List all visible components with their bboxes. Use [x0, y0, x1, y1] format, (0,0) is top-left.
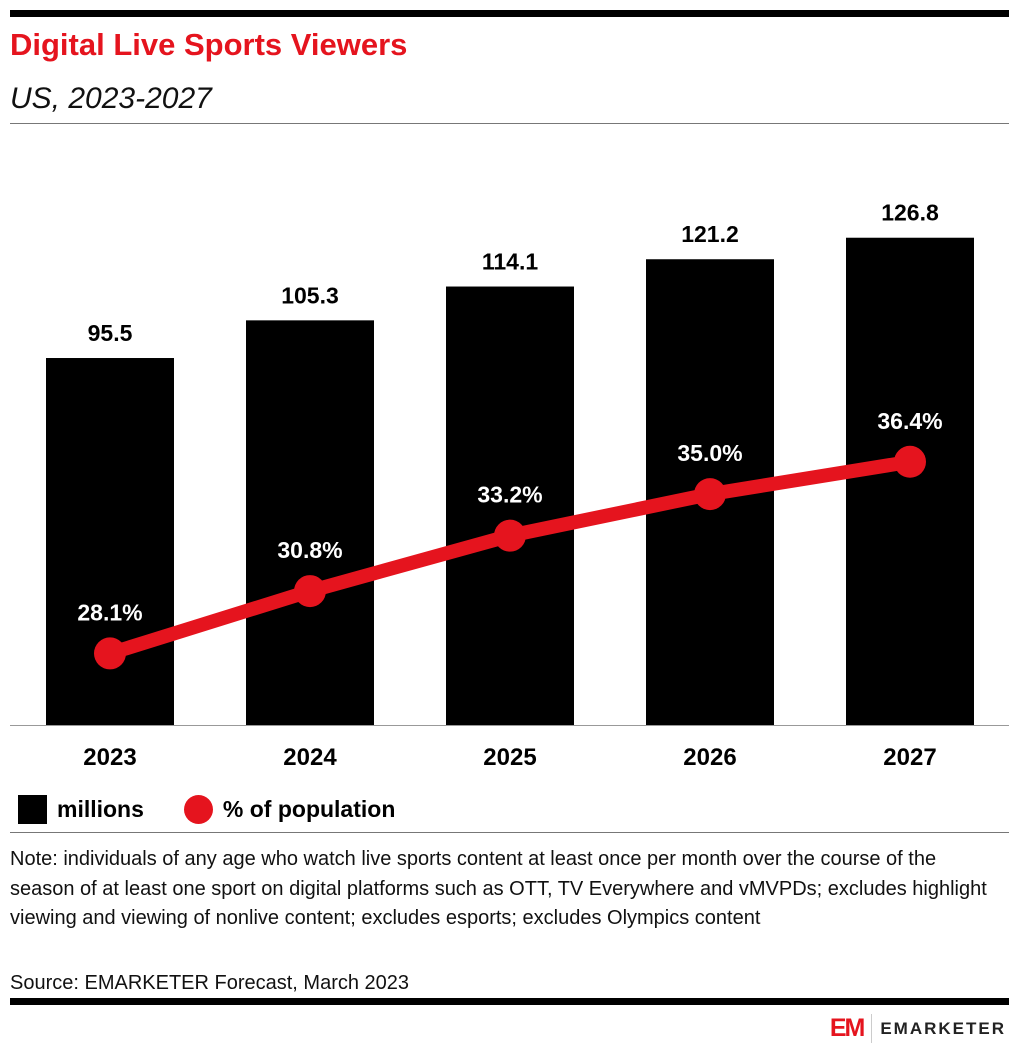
note: Note: individuals of any age who watch l… — [10, 848, 987, 929]
x-tick-label: 2025 — [483, 744, 536, 771]
line-label: 28.1% — [77, 599, 142, 625]
line-label: 36.4% — [877, 408, 942, 434]
x-tick-label: 2024 — [283, 744, 337, 771]
emarketer-logo: EM EMARKETER — [830, 1014, 1006, 1043]
line-point — [494, 519, 526, 552]
source: Source: EMARKETER Forecast, March 2023 — [10, 972, 410, 994]
line-point — [294, 575, 326, 608]
line-point — [94, 637, 126, 670]
line-label: 33.2% — [477, 482, 542, 508]
line-point — [694, 478, 726, 511]
x-tick-label: 2023 — [83, 744, 136, 771]
legend-line-swatch — [183, 795, 213, 824]
bar-label: 126.8 — [881, 200, 939, 226]
chart-plot: 95.5 2023 105.3 2024 114.1 2025 121.2 2026 126.8… — [10, 200, 1009, 771]
top-bar — [10, 10, 1009, 17]
legend-line-label: % of population — [222, 796, 396, 822]
x-tick-label: 2027 — [883, 744, 936, 771]
bar-label: 105.3 — [281, 282, 339, 308]
line-label: 30.8% — [277, 537, 342, 563]
bar-label: 121.2 — [681, 221, 739, 247]
legend: millions % of population — [18, 795, 395, 824]
divider — [10, 123, 1009, 124]
legend-bar-swatch — [18, 795, 47, 824]
line-label: 35.0% — [677, 440, 742, 466]
bar-label: 114.1 — [482, 249, 538, 275]
bar-label: 95.5 — [88, 320, 133, 346]
chart-subtitle: US, 2023-2027 — [10, 82, 212, 115]
bar — [446, 286, 574, 725]
chart-title: Digital Live Sports Viewers — [10, 27, 408, 62]
divider — [10, 832, 1009, 833]
line-point — [894, 445, 926, 478]
x-tick-label: 2026 — [683, 744, 736, 771]
legend-bar-label: millions — [57, 796, 144, 822]
logo-text: EMARKETER — [880, 1018, 1006, 1038]
bottom-bar — [10, 998, 1009, 1005]
bar — [246, 320, 374, 725]
logo-mark: EM — [830, 1014, 873, 1043]
bar — [846, 237, 974, 725]
bar — [46, 358, 174, 725]
